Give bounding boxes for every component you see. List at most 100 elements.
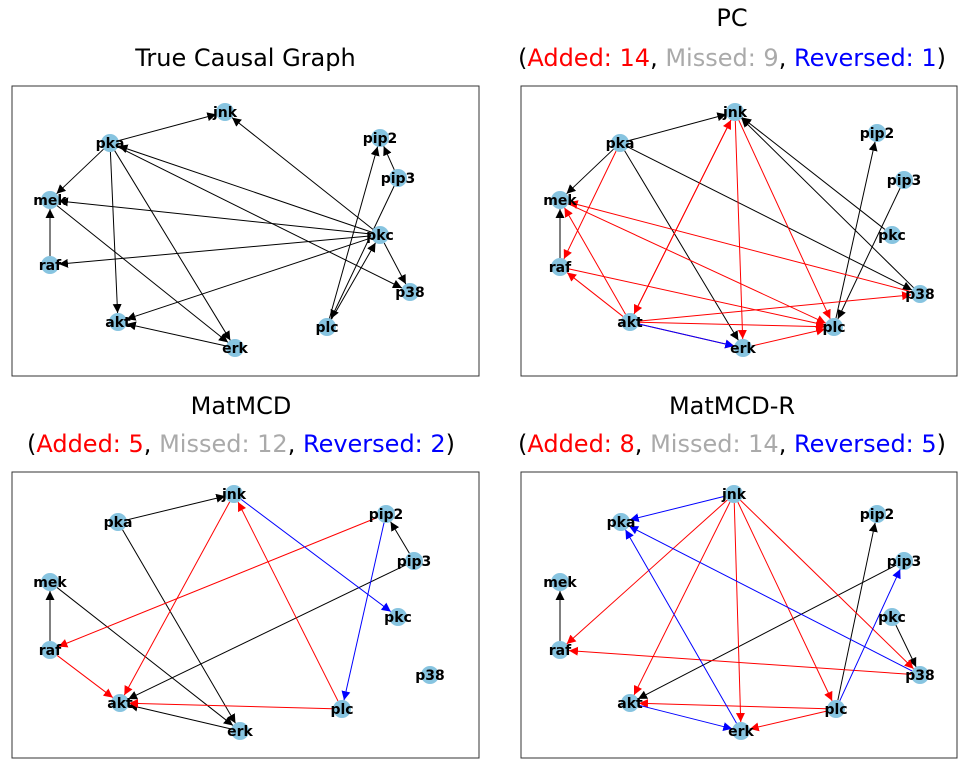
node-pkc xyxy=(389,608,407,626)
node-plc xyxy=(827,700,845,718)
added-count: Added: 14 xyxy=(527,44,651,72)
node-label-pka: pka xyxy=(606,136,635,152)
node-label-raf: raf xyxy=(39,643,62,659)
node-plc xyxy=(318,318,336,336)
node-pka xyxy=(101,134,119,152)
edge-raf-plc xyxy=(568,268,826,328)
node-akt xyxy=(621,313,639,331)
node-label-erk: erk xyxy=(730,341,756,357)
node-label-plc: plc xyxy=(824,702,847,718)
edge-plc-pkc xyxy=(331,242,376,320)
edge-pka-jnk xyxy=(628,112,727,142)
node-label-raf: raf xyxy=(549,643,572,659)
missed-count: Missed: 9 xyxy=(665,44,779,72)
edge-jnk-akt xyxy=(123,501,231,696)
missed-count: Missed: 12 xyxy=(159,430,288,458)
edge-plc-jnk xyxy=(237,501,339,702)
edge-p38-jnk xyxy=(741,117,914,289)
edge-akt-plc xyxy=(638,321,826,332)
edge-pkc-akt xyxy=(126,237,372,321)
node-akt xyxy=(111,694,129,712)
node-label-jnk: jnk xyxy=(721,487,747,503)
node-mek xyxy=(551,573,569,591)
panel-title-pc: PC xyxy=(716,4,748,32)
panel-frame-matmcdr xyxy=(520,471,958,759)
edge-pkc-jnk xyxy=(741,117,886,230)
edge-plc-pip2 xyxy=(835,141,878,319)
node-pip3 xyxy=(895,552,913,570)
edge-plc-akt xyxy=(128,698,334,710)
panel-stats-matmcd: (Added: 5, Missed: 12, Reversed: 2) xyxy=(26,430,456,458)
node-raf xyxy=(551,258,569,276)
edge-jnk-raf xyxy=(566,499,728,645)
node-label-pkc: pkc xyxy=(366,228,394,244)
edge-plc-pip2 xyxy=(328,146,380,319)
node-label-pka: pka xyxy=(104,515,133,531)
node-p38 xyxy=(911,666,929,684)
edge-pip2-raf xyxy=(58,516,378,648)
node-label-raf: raf xyxy=(549,260,572,276)
graph-true: jnk pka pip2 pip3 mek pkc raf p38 akt plc erk xyxy=(33,103,425,357)
node-label-mek: mek xyxy=(33,575,67,591)
graph-matmcd: jnk pka pip2 pip3 mek pkc raf p38 akt plc erk xyxy=(33,485,445,740)
edge-pka-erk xyxy=(122,529,236,724)
node-label-pip2: pip2 xyxy=(860,126,895,142)
panel-stats-pc: (Added: 14, Missed: 9, Reversed: 1) xyxy=(517,44,947,72)
node-jnk xyxy=(725,485,743,503)
node-raf xyxy=(41,641,59,659)
node-label-pip3: pip3 xyxy=(887,173,922,189)
node-pip2 xyxy=(868,505,886,523)
edge-jnk-akt xyxy=(633,501,731,696)
node-label-plc: plc xyxy=(315,320,338,336)
node-label-akt: akt xyxy=(107,696,133,712)
node-pip3 xyxy=(389,169,407,187)
edge-jnk-p38 xyxy=(740,499,914,670)
node-jnk xyxy=(225,485,243,503)
edge-erk-pka xyxy=(625,529,737,724)
edge-jnk-plc xyxy=(737,501,833,702)
node-label-p38: p38 xyxy=(905,668,935,684)
node-label-akt: akt xyxy=(617,696,643,712)
node-mek xyxy=(41,191,59,209)
node-label-erk: erk xyxy=(227,724,253,740)
edge-pka-jnk xyxy=(126,493,226,521)
edge-pka-p38 xyxy=(627,146,913,291)
node-jnk xyxy=(216,103,234,121)
edge-pka-akt xyxy=(109,151,122,314)
node-pip2 xyxy=(371,129,389,147)
added-count: Added: 8 xyxy=(527,430,635,458)
node-label-jnk: jnk xyxy=(221,487,247,503)
panel-title-matmcdr: MatMCD-R xyxy=(668,392,796,420)
edge-plc-akt xyxy=(638,699,828,710)
node-mek xyxy=(551,191,569,209)
node-label-mek: mek xyxy=(543,575,577,591)
node-erk xyxy=(734,339,752,357)
panel-frame-matmcd xyxy=(11,471,480,759)
node-label-erk: erk xyxy=(728,724,754,740)
node-akt xyxy=(109,313,127,331)
node-pip3 xyxy=(895,171,913,189)
node-erk xyxy=(231,722,249,740)
edge-akt-erk xyxy=(638,323,735,349)
node-label-pip2: pip2 xyxy=(860,507,895,523)
missed-count: Missed: 14 xyxy=(650,430,779,458)
node-pka xyxy=(109,513,127,531)
node-label-p38: p38 xyxy=(395,285,425,301)
edge-pka-mek xyxy=(56,148,104,195)
added-count: Added: 5 xyxy=(36,430,144,458)
node-label-akt: akt xyxy=(105,315,131,331)
edge-akt-p38 xyxy=(638,291,912,322)
node-pka xyxy=(611,134,629,152)
node-label-pip2: pip2 xyxy=(363,131,398,147)
node-jnk xyxy=(726,103,744,121)
edge-plc-erk xyxy=(749,710,828,732)
node-plc xyxy=(333,700,351,718)
panel-frame-pc xyxy=(520,85,958,377)
edge-jnk-pkc xyxy=(240,498,392,612)
node-label-pip3: pip3 xyxy=(381,171,416,187)
node-label-erk: erk xyxy=(222,341,248,357)
edge-erk-akt xyxy=(128,702,232,730)
edge-pkc-raf xyxy=(58,235,372,268)
graph-matmcdr: jnk pka pip2 pip3 mek pkc raf p38 akt plc erk xyxy=(543,485,935,740)
node-pka xyxy=(612,513,630,531)
